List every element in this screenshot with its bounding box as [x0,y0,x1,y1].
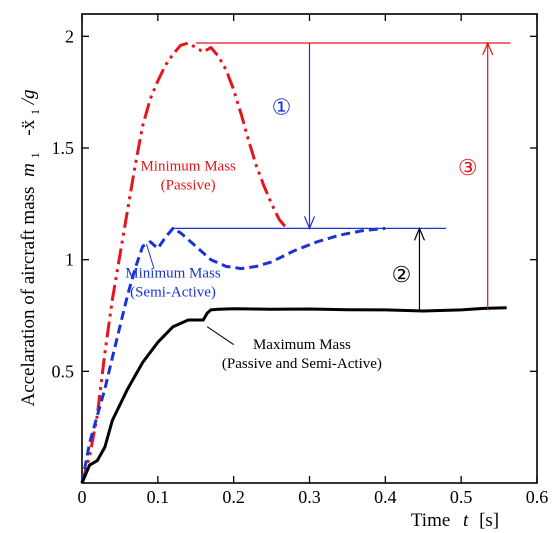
reference-lines [173,42,511,229]
axis-labels: 0 0.1 0.2 0.3 0.4 0.5 0.6 0.5 1 1.5 2 [52,26,549,507]
arrow-head [482,41,494,56]
x-axis-title-unit: [s] [479,510,499,531]
series-layer [80,41,507,484]
arrow-label: ② [392,262,412,287]
y-axis-title-sub: 1 [28,152,42,158]
x-tick-label: 0.2 [222,487,245,507]
y-axis-title-sub2: 1 [28,109,42,115]
arrow-head [303,216,316,230]
arrow-label: ① [272,95,292,120]
x-tick-label: 0.3 [298,487,321,507]
x-tick-label: 0.5 [450,487,473,507]
y-axis-title-prefix: Accelaration of aircraft mass [18,187,39,407]
series-line-2 [80,306,507,484]
x-tick-label: 0.6 [526,487,549,507]
annotations: Minimum Mass (Passive) Minimum Mass (Semi-A… [125,158,382,372]
annotation-text: Minimum Mass [125,266,221,282]
y-tick-label: 2 [65,26,74,46]
arrow-label: ③ [458,155,478,180]
y-tick-label: 0.5 [52,361,75,381]
y-axis-title-var: m [18,163,39,177]
y-axis-title: Accelaration of aircraft mass m 1 -ẍ 1 /… [18,89,44,406]
annotation-text: (Passive and Semi-Active) [222,356,382,372]
annotation-text: (Passive) [161,177,216,193]
y-tick-label: 1 [65,250,74,270]
y-tick-label: 1.5 [52,138,75,158]
annotation-text: (Semi-Active) [130,285,216,301]
difference-arrows: ① ② ③ [272,41,494,312]
x-axis-title-prefix: Time [411,510,450,531]
y-axis-title-expr: -ẍ [18,119,39,135]
series-line-1 [80,226,386,484]
annotation-leader [145,243,155,269]
arrow-head [413,226,426,241]
x-axis-title: Time t [s] [411,510,499,531]
annotation-leader [206,326,234,345]
annotation-text: Maximum Mass [253,337,351,353]
annotation-text: Minimum Mass [140,158,236,174]
x-tick-label: 0.4 [374,487,397,507]
axis-ticks [81,14,538,483]
x-axis-title-var: t [463,510,469,531]
y-axis-title-div: /g [18,89,39,105]
x-tick-label: 0 [78,487,87,507]
x-tick-label: 0.1 [147,487,170,507]
series-line-0 [80,41,288,484]
